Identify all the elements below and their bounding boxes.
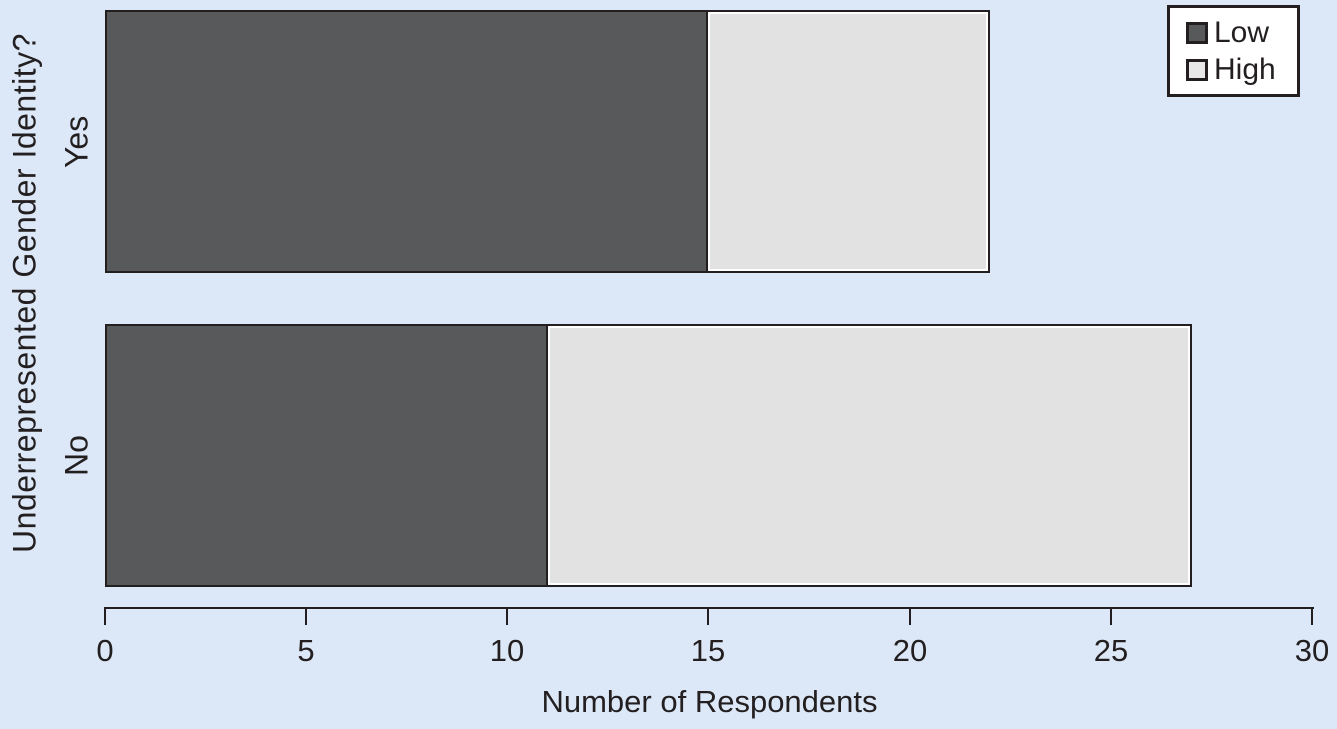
x-axis-tick-label-10: 10 (489, 633, 525, 668)
bar-no (105, 324, 1192, 587)
x-axis-tick-label-25: 25 (1093, 633, 1129, 668)
bar-yes (105, 10, 990, 273)
legend-swatch-high-icon (1186, 58, 1208, 81)
x-axis-tick-15 (707, 607, 709, 625)
legend-item-high: High (1186, 52, 1297, 86)
bar-no-segment-low (105, 324, 548, 587)
x-axis-line (105, 607, 1314, 609)
x-axis-title: Number of Respondents (541, 684, 878, 719)
x-axis-tick-25 (1110, 607, 1112, 625)
x-axis-tick-10 (506, 607, 508, 625)
legend-swatch-low-icon (1186, 21, 1208, 44)
x-axis-tick-label-5: 5 (297, 633, 315, 668)
x-axis-tick-20 (909, 607, 911, 625)
category-label-yes: Yes (58, 115, 95, 168)
x-axis-tick-0 (104, 607, 106, 625)
y-axis-title: Underrepresented Gender Identity? (6, 33, 43, 553)
legend-label-low: Low (1214, 15, 1270, 49)
category-label-no: No (58, 435, 95, 476)
legend: Low High (1167, 5, 1300, 97)
bar-yes-segment-high (706, 10, 990, 273)
legend-label-high: High (1214, 52, 1276, 86)
x-axis-tick-5 (305, 607, 307, 625)
x-axis-tick-label-30: 30 (1294, 633, 1330, 668)
legend-item-low: Low (1186, 15, 1297, 49)
x-axis-tick-30 (1311, 607, 1313, 625)
x-axis-tick-label-15: 15 (690, 633, 726, 668)
x-axis-tick-label-0: 0 (96, 633, 114, 668)
bar-no-segment-high (546, 324, 1192, 587)
x-axis-tick-label-20: 20 (892, 633, 928, 668)
bar-yes-segment-low (105, 10, 708, 273)
